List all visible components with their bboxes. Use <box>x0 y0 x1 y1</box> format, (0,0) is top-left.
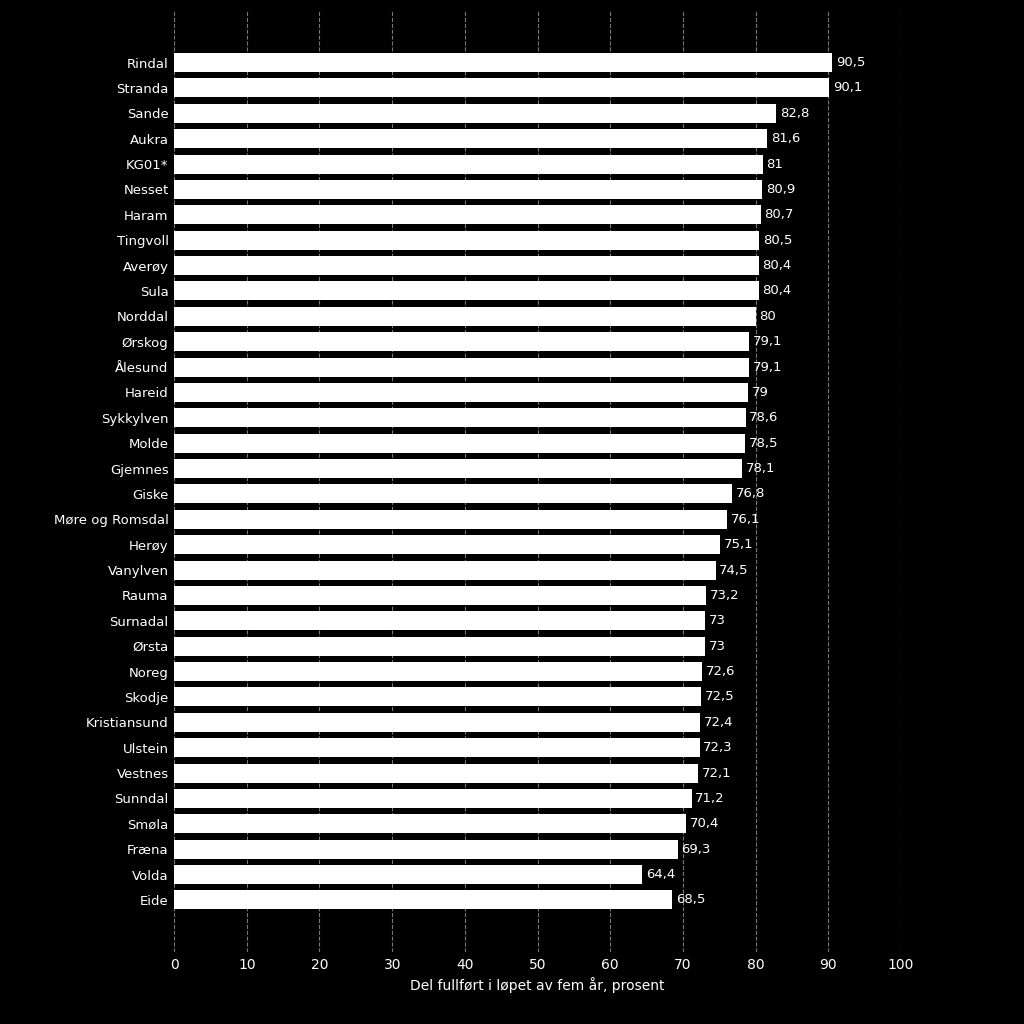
Bar <box>174 891 672 909</box>
Bar <box>174 611 705 631</box>
Bar <box>174 484 732 504</box>
Text: 76,1: 76,1 <box>731 513 761 526</box>
Bar <box>174 103 776 123</box>
Text: 72,5: 72,5 <box>705 690 734 703</box>
Text: 73,2: 73,2 <box>710 589 739 602</box>
Bar <box>174 230 760 250</box>
Text: 71,2: 71,2 <box>695 792 725 805</box>
Text: 74,5: 74,5 <box>719 563 749 577</box>
Bar <box>174 459 742 478</box>
Text: 73: 73 <box>709 614 725 628</box>
Text: 72,1: 72,1 <box>701 767 731 779</box>
Bar <box>174 788 692 808</box>
Text: 73: 73 <box>709 640 725 652</box>
Text: 80: 80 <box>760 310 776 323</box>
Text: 79: 79 <box>752 386 769 399</box>
Bar <box>174 713 700 732</box>
Bar <box>174 129 767 148</box>
Bar <box>174 637 705 655</box>
Text: 78,5: 78,5 <box>749 436 778 450</box>
Text: 72,3: 72,3 <box>703 741 733 755</box>
Text: 80,4: 80,4 <box>762 285 792 297</box>
Bar <box>174 586 707 605</box>
Text: 81: 81 <box>767 158 783 171</box>
Bar <box>174 663 701 681</box>
Text: 68,5: 68,5 <box>676 894 706 906</box>
Text: 72,6: 72,6 <box>706 666 735 678</box>
Bar <box>174 256 759 275</box>
Bar <box>174 764 698 782</box>
Bar <box>174 79 829 97</box>
Bar <box>174 155 763 174</box>
Text: 82,8: 82,8 <box>779 106 809 120</box>
Text: 72,4: 72,4 <box>705 716 733 729</box>
Text: 80,7: 80,7 <box>765 208 794 221</box>
Bar <box>174 53 833 72</box>
Bar <box>174 282 759 300</box>
X-axis label: Del fullført i løpet av fem år, prosent: Del fullført i løpet av fem år, prosent <box>411 978 665 993</box>
Bar <box>174 687 701 707</box>
Bar <box>174 434 744 453</box>
Bar <box>174 206 761 224</box>
Text: 79,1: 79,1 <box>753 360 782 374</box>
Text: 76,8: 76,8 <box>736 487 766 501</box>
Text: 90,5: 90,5 <box>836 56 865 69</box>
Bar <box>174 332 750 351</box>
Bar <box>174 357 750 377</box>
Text: 69,3: 69,3 <box>682 843 711 856</box>
Text: 79,1: 79,1 <box>753 335 782 348</box>
Text: 70,4: 70,4 <box>689 817 719 830</box>
Bar <box>174 510 727 528</box>
Bar <box>174 536 720 554</box>
Text: 64,4: 64,4 <box>646 868 675 881</box>
Bar <box>174 180 762 199</box>
Text: 78,1: 78,1 <box>745 462 775 475</box>
Bar <box>174 307 756 326</box>
Text: 81,6: 81,6 <box>771 132 801 145</box>
Text: 80,5: 80,5 <box>763 233 793 247</box>
Text: 80,9: 80,9 <box>766 183 796 196</box>
Bar <box>174 560 716 580</box>
Bar <box>174 814 686 834</box>
Bar <box>174 383 749 402</box>
Text: 78,6: 78,6 <box>750 412 778 424</box>
Text: 75,1: 75,1 <box>724 539 754 551</box>
Bar <box>174 865 642 884</box>
Text: 90,1: 90,1 <box>833 82 862 94</box>
Bar <box>174 738 699 757</box>
Bar <box>174 840 678 859</box>
Bar <box>174 409 745 427</box>
Text: 80,4: 80,4 <box>762 259 792 272</box>
